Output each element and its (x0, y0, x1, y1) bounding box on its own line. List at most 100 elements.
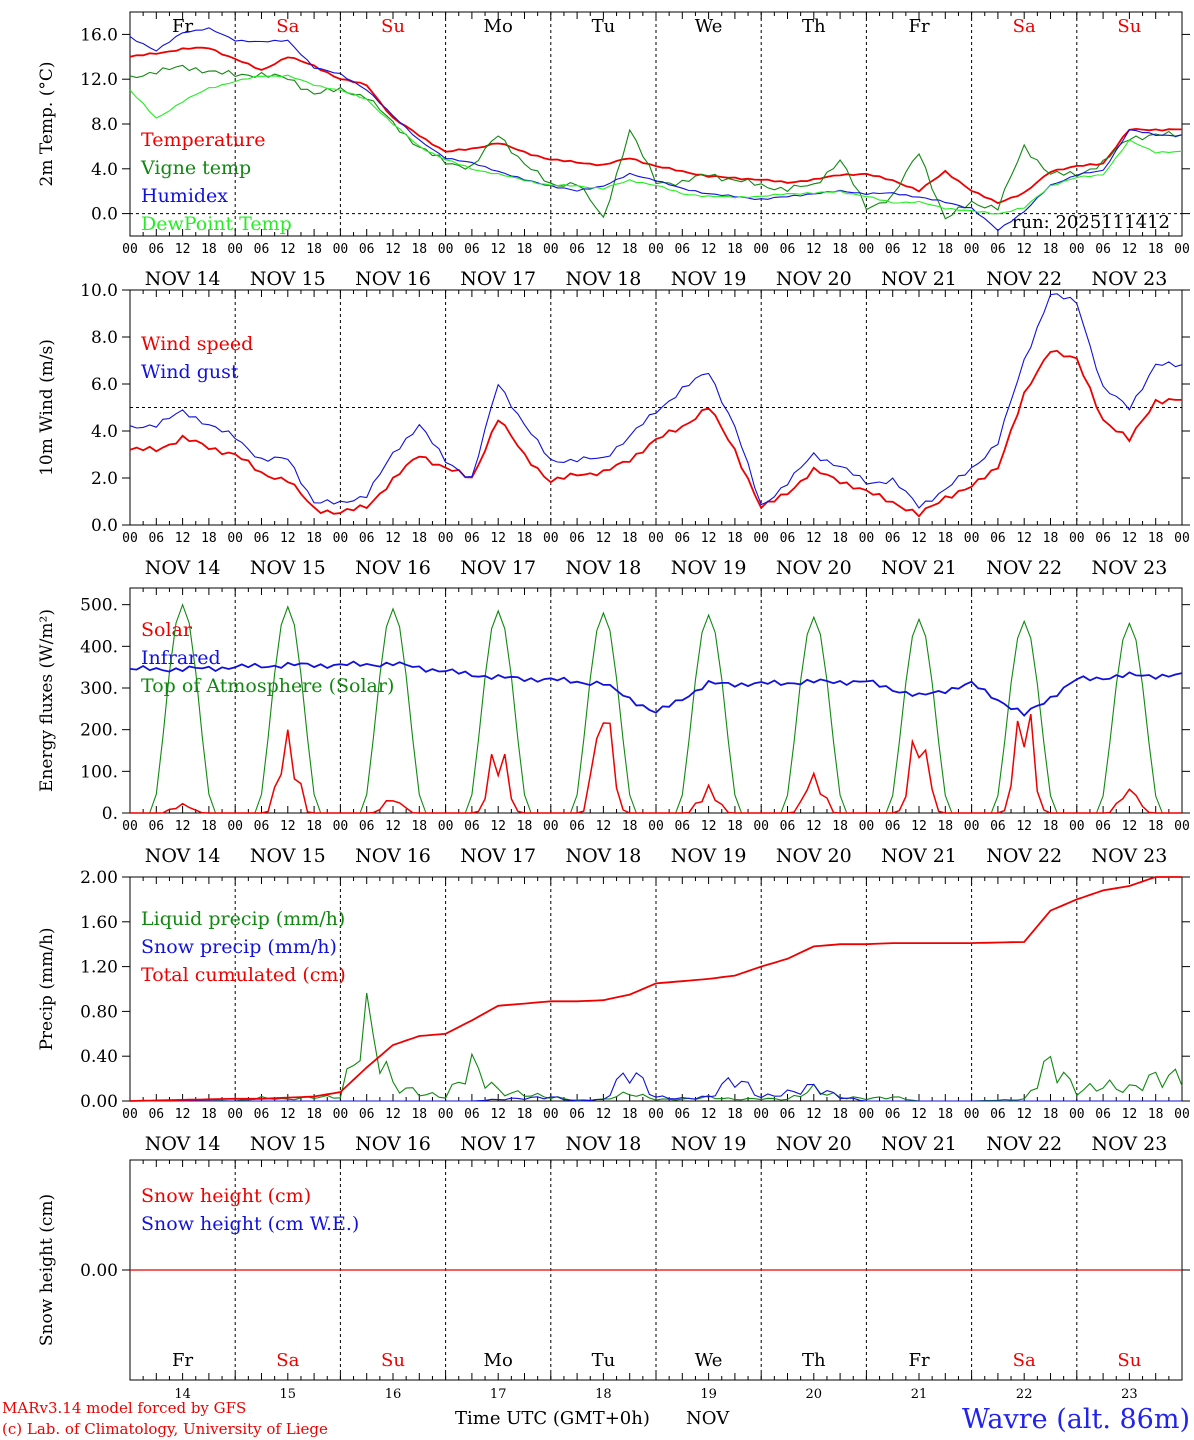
hour-label: 00 (648, 242, 664, 257)
legend-entry: Top of Atmosphere (Solar) (141, 675, 394, 697)
hour-label: 00 (753, 819, 769, 834)
hour-label: 18 (1043, 242, 1059, 257)
y-axis-label: 2m Temp. (°C) (37, 61, 57, 186)
hour-label: 00 (122, 242, 138, 257)
day-name-label: Tu (592, 1350, 616, 1371)
hour-label: 00 (1174, 819, 1190, 834)
day-number-label: 18 (595, 1387, 612, 1402)
date-label: NOV 19 (671, 268, 747, 290)
hour-label: 06 (885, 1107, 901, 1122)
day-name-label: We (695, 16, 723, 37)
date-label: NOV 21 (881, 845, 957, 867)
hour-label: 06 (464, 531, 480, 546)
date-label: NOV 14 (145, 557, 221, 579)
hour-label: 18 (411, 242, 427, 257)
date-label: NOV 15 (250, 1133, 326, 1155)
station-label: Wavre (alt. 86m) (962, 1404, 1190, 1435)
day-name-label: Fr (172, 1350, 193, 1371)
hour-label: 18 (517, 1107, 533, 1122)
date-label: NOV 23 (1091, 1133, 1167, 1155)
hour-label: 18 (832, 531, 848, 546)
date-label: NOV 20 (776, 1133, 852, 1155)
panel-3: 0. 100. 200. 300. 400. 500. Energy fluxes (W/m… (37, 587, 1190, 867)
date-label: NOV 14 (145, 1133, 221, 1155)
hour-label: 18 (1148, 1107, 1164, 1122)
series-line-dewpoint-temp (129, 74, 1183, 215)
day-number-label: 15 (280, 1387, 297, 1402)
hour-label: 12 (280, 1107, 296, 1122)
series-line-temperature (129, 46, 1182, 205)
panel-1: 0.0 4.0 8.0 12.0 16.0 2m Temp. (°C) Fr Sa Su Mo Tu… (37, 11, 1190, 290)
hour-label: 00 (753, 242, 769, 257)
y-tick-label: 0.00 (80, 1092, 118, 1112)
hour-label: 06 (569, 242, 585, 257)
hour-label: 12 (490, 242, 506, 257)
hour-label: 00 (1069, 242, 1085, 257)
series-line-infrared (129, 660, 1183, 717)
date-label: NOV 22 (986, 1133, 1062, 1155)
y-tick-label: 500. (80, 596, 118, 616)
hour-label: 18 (832, 242, 848, 257)
date-label: NOV 20 (776, 845, 852, 867)
series-line-vigne-temp (129, 64, 1183, 220)
date-label: NOV 15 (250, 268, 326, 290)
hour-label: 00 (964, 242, 980, 257)
date-label: NOV 15 (250, 845, 326, 867)
y-axis-label: Snow height (cm) (37, 1194, 57, 1346)
hour-label: 06 (990, 242, 1006, 257)
y-tick-label: 200. (80, 721, 118, 741)
credit-line-1: MARv3.14 model forced by GFS (2, 1399, 246, 1417)
hour-label: 00 (438, 531, 454, 546)
hour-label: 06 (359, 531, 375, 546)
date-label: NOV 17 (460, 557, 536, 579)
legend-entry: Snow height (cm W.E.) (141, 1213, 359, 1235)
hour-label: 06 (990, 1107, 1006, 1122)
hour-label: 00 (333, 1107, 349, 1122)
y-tick-label: 12.0 (80, 70, 118, 90)
panel-4: 0.00 0.40 0.80 1.20 1.60 2.00 Precip (mm/h) 00 0… (37, 868, 1190, 1155)
date-label: NOV 18 (565, 268, 641, 290)
day-name-label: We (695, 1350, 723, 1371)
hour-label: 18 (1043, 531, 1059, 546)
hour-label: 00 (543, 242, 559, 257)
hour-label: 00 (1174, 531, 1190, 546)
hour-label: 00 (859, 819, 875, 834)
day-name-label: Fr (172, 16, 193, 37)
day-name-label: Sa (1013, 16, 1036, 37)
date-label: NOV 16 (355, 845, 431, 867)
hour-label: 06 (674, 531, 690, 546)
hour-label: 06 (148, 242, 164, 257)
credit-line-2: (c) Lab. of Climatology, University of L… (2, 1420, 328, 1438)
legend-entry: Snow height (cm) (141, 1185, 311, 1207)
hour-label: 06 (148, 819, 164, 834)
hour-label: 12 (701, 1107, 717, 1122)
y-tick-label: 0.40 (80, 1047, 118, 1067)
day-number-label: 19 (700, 1387, 717, 1402)
hour-label: 18 (622, 531, 638, 546)
day-name-label: Sa (276, 1350, 299, 1371)
hour-label: 00 (543, 1107, 559, 1122)
month-label: NOV (686, 1408, 730, 1429)
hour-label: 18 (306, 819, 322, 834)
legend-entry: Wind speed (141, 333, 253, 355)
day-number-label: 23 (1121, 1387, 1138, 1402)
hour-label: 18 (622, 1107, 638, 1122)
hour-label: 00 (859, 1107, 875, 1122)
hour-label: 00 (1069, 819, 1085, 834)
hour-label: 06 (569, 819, 585, 834)
date-label: NOV 16 (355, 557, 431, 579)
hour-label: 00 (438, 1107, 454, 1122)
date-label: NOV 19 (671, 1133, 747, 1155)
hour-label: 00 (859, 531, 875, 546)
hour-label: 06 (464, 819, 480, 834)
hour-label: 06 (254, 531, 270, 546)
hour-label: 18 (727, 531, 743, 546)
day-number-label: 20 (806, 1387, 823, 1402)
hour-label: 12 (175, 242, 191, 257)
hour-label: 18 (727, 1107, 743, 1122)
hour-label: 00 (1174, 1107, 1190, 1122)
y-tick-label: 8.0 (91, 115, 118, 135)
hour-label: 18 (727, 819, 743, 834)
date-label: NOV 17 (460, 1133, 536, 1155)
